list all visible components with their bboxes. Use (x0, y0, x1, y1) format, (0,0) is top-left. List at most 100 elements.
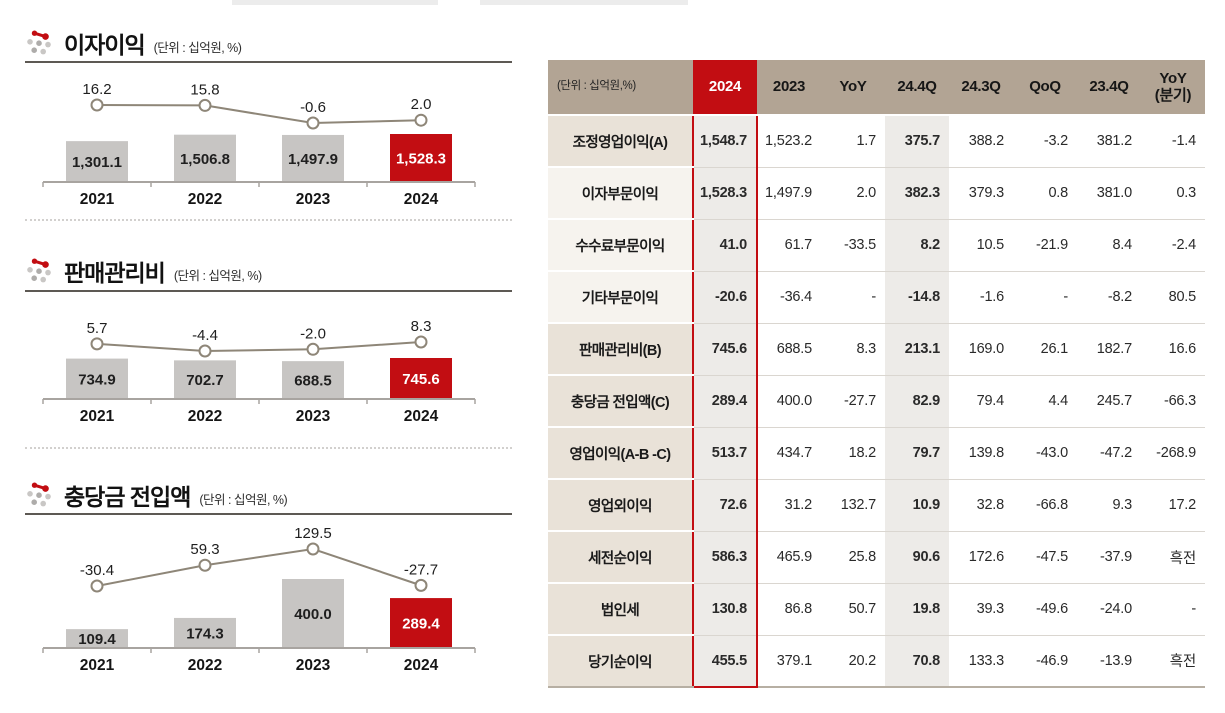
cell: 388.2 (949, 115, 1013, 168)
cell: 31.2 (757, 479, 821, 532)
growth-value-label: -4.4 (192, 327, 218, 344)
growth-value-label: 59.3 (190, 541, 219, 558)
growth-value-label: -30.4 (80, 562, 114, 579)
bar-2024 (390, 358, 452, 399)
cell: 400.0 (757, 375, 821, 428)
bar-2024 (390, 134, 452, 182)
x-axis-label: 2022 (188, 408, 222, 425)
bar-2021 (66, 141, 128, 182)
bar-value-label: 688.5 (294, 373, 332, 390)
section-header-sga-expense: 판매관리비 (단위 : 십억원, %) (25, 255, 512, 287)
cell: 513.7 (692, 427, 758, 480)
cell: 1,523.2 (757, 115, 821, 168)
cell: -24.0 (1077, 583, 1141, 636)
cell: -46.9 (1013, 635, 1077, 688)
table-row: 충당금 전입액(C) 289.4 400.0 -27.7 82.9 79.4 4.4 245.… (548, 375, 1205, 428)
cell: 4.4 (1013, 375, 1077, 428)
cell: -13.9 (1077, 635, 1141, 688)
cell: 0.3 (1141, 167, 1205, 220)
row-label: 이자부문이익 (548, 167, 693, 220)
cell: - (821, 271, 885, 324)
bar-2023 (282, 579, 344, 648)
title-rule (25, 513, 512, 515)
cell: 82.9 (885, 375, 949, 428)
table-col-header-yoy: YoY (분기) (1141, 60, 1205, 116)
title-rule (25, 290, 512, 292)
section-header-interest-income: 이자이익 (단위 : 십억원, %) (25, 27, 512, 59)
cell: -49.6 (1013, 583, 1077, 636)
growth-value-label: -27.7 (404, 561, 438, 578)
row-label: 기타부문이익 (548, 271, 693, 324)
cell: 381.0 (1077, 167, 1141, 220)
section-divider (25, 447, 512, 449)
bar-value-label: 1,506.8 (180, 151, 230, 168)
bar-2021 (66, 358, 128, 399)
growth-value-label: 16.2 (82, 81, 111, 98)
row-label: 영업이익(A-B -C) (548, 427, 693, 480)
chart-unit-label: (단위 : 십억원, %) (173, 269, 262, 283)
cell: 86.8 (757, 583, 821, 636)
cell: 0.8 (1013, 167, 1077, 220)
growth-value-label: 5.7 (87, 320, 108, 337)
table-row: 법인세 130.8 86.8 50.7 19.8 39.3 -49.6 -24.0- (548, 583, 1205, 636)
cell: -47.2 (1077, 427, 1141, 480)
cell: -14.8 (885, 271, 949, 324)
cell: 465.9 (757, 531, 821, 584)
cell: -8.2 (1077, 271, 1141, 324)
cell: 10.9 (885, 479, 949, 532)
growth-value-label: 129.5 (294, 525, 332, 542)
chart-unit-label: (단위 : 십억원, %) (153, 41, 242, 55)
cell: 1.7 (821, 115, 885, 168)
cell: 375.7 (885, 115, 949, 168)
cell: 382.3 (885, 167, 949, 220)
cell: -20.6 (692, 271, 758, 324)
x-axis-label: 2024 (404, 408, 439, 425)
row-label: 수수료부문이익 (548, 219, 693, 272)
provision-chart: 109.4 174.3 400.0 289.4 -30.4 59.3 129.5 -27.7 2… (42, 525, 476, 674)
bar-2021 (66, 629, 128, 648)
chart-unit-label: (단위 : 십억원, %) (199, 493, 288, 507)
bar-value-label: 289.4 (402, 616, 440, 633)
cell: - (1013, 271, 1077, 324)
cell: -27.7 (821, 375, 885, 428)
bar-value-label: 1,497.9 (288, 151, 338, 168)
cell: 245.7 (1077, 375, 1141, 428)
table-unit-label: (단위 : 십억원,%) (548, 60, 693, 116)
bar-2024 (390, 598, 452, 648)
cell: 41.0 (692, 219, 758, 272)
table-row: 영업외이익 72.6 31.2 132.7 10.9 32.8 -66.8 9.3 17.2 (548, 479, 1205, 532)
cell: -1.6 (949, 271, 1013, 324)
logo-dots-icon (27, 258, 51, 283)
cell: 16.6 (1141, 323, 1205, 376)
section-header-provision: 충당금 전입액 (단위 : 십억원, %) (25, 479, 512, 511)
cell: 688.5 (757, 323, 821, 376)
cell: 289.4 (692, 375, 758, 428)
bar-value-label: 745.6 (402, 371, 440, 388)
cell: -66.3 (1141, 375, 1205, 428)
table-col-header-qoq: QoQ (1013, 60, 1077, 116)
bar-2023 (282, 361, 344, 399)
cell: -36.4 (757, 271, 821, 324)
logo-dots-icon (27, 30, 51, 55)
table-col-header-24.4q: 24.4Q (885, 60, 949, 116)
cell: 8.4 (1077, 219, 1141, 272)
table-row: 판매관리비(B) 745.6 688.5 8.3 213.1 169.0 26.1 182.7… (548, 323, 1205, 376)
cell: -268.9 (1141, 427, 1205, 480)
row-label: 판매관리비(B) (548, 323, 693, 376)
cell: 182.7 (1077, 323, 1141, 376)
logo-dots-icon (27, 482, 51, 507)
top-fragment-bar (232, 0, 438, 5)
cell: 17.2 (1141, 479, 1205, 532)
cell: -1.4 (1141, 115, 1205, 168)
cell: 1,548.7 (692, 115, 758, 168)
row-label: 영업외이익 (548, 479, 693, 532)
cell: 8.3 (821, 323, 885, 376)
x-axis-label: 2022 (188, 191, 222, 208)
cell: 130.8 (692, 583, 758, 636)
sga-expense-chart: 734.9 702.7 688.5 745.6 5.7 -4.4 -2.0 8.3 2021 20… (42, 318, 476, 425)
chart-title: 충당금 전입액 (64, 484, 191, 510)
table-row: 조정영업이익(A) 1,548.7 1,523.2 1.7 375.7 388.2 -3.2… (548, 115, 1205, 168)
cell: 1,497.9 (757, 167, 821, 220)
cell: 39.3 (949, 583, 1013, 636)
